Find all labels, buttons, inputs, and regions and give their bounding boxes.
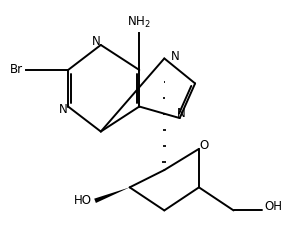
Text: N: N: [59, 103, 68, 116]
Text: N: N: [171, 50, 180, 63]
Text: NH$_2$: NH$_2$: [127, 15, 151, 30]
Polygon shape: [94, 187, 130, 203]
Text: N: N: [177, 107, 186, 120]
Text: N: N: [92, 35, 101, 48]
Text: HO: HO: [74, 194, 92, 207]
Text: O: O: [200, 138, 209, 151]
Text: Br: Br: [10, 63, 24, 77]
Text: OH: OH: [265, 200, 283, 213]
